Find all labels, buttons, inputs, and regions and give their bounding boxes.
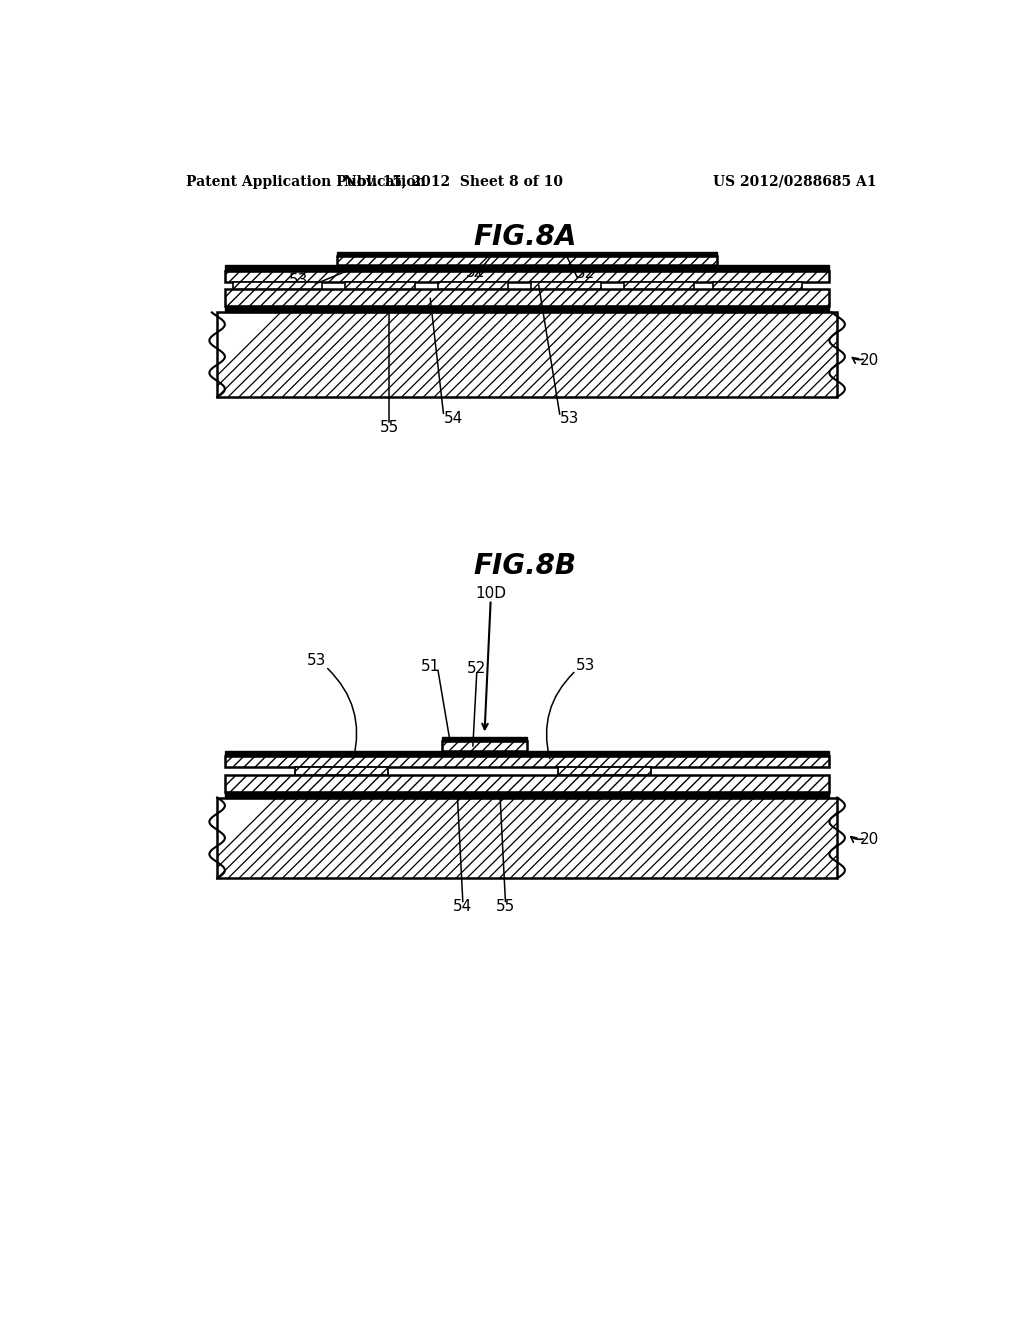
Bar (345, 281, 415, 289)
Text: US 2012/0288685 A1: US 2012/0288685 A1 (713, 174, 877, 189)
Bar (225, 756, 829, 767)
Text: 53: 53 (575, 657, 595, 673)
Text: Patent Application Publication: Patent Application Publication (186, 174, 426, 189)
Text: 53: 53 (289, 272, 308, 288)
Text: FIG.8A: FIG.8A (473, 223, 577, 251)
Bar (337, 252, 717, 256)
Bar (217, 797, 838, 878)
Bar (225, 265, 829, 271)
Bar (713, 281, 802, 289)
Text: 51: 51 (466, 265, 484, 280)
Bar (558, 767, 651, 775)
Text: 52: 52 (467, 660, 486, 676)
Text: 20: 20 (860, 833, 880, 847)
Bar (225, 289, 829, 306)
Bar (295, 767, 388, 775)
Bar (337, 256, 717, 265)
Bar (624, 281, 693, 289)
Bar (442, 738, 527, 741)
Bar (225, 306, 829, 313)
Text: FIG.8B: FIG.8B (473, 553, 577, 581)
Text: 54: 54 (454, 899, 472, 915)
Bar (438, 281, 508, 289)
Text: 55: 55 (496, 899, 515, 915)
Text: 52: 52 (575, 267, 595, 281)
Text: 53: 53 (306, 653, 326, 668)
Bar (232, 281, 322, 289)
Bar (442, 741, 527, 751)
Bar (225, 775, 829, 792)
Text: 51: 51 (421, 659, 440, 675)
Bar (217, 313, 838, 397)
Bar (225, 751, 829, 756)
Text: 20: 20 (860, 352, 880, 368)
Bar (531, 281, 601, 289)
Text: Nov. 15, 2012  Sheet 8 of 10: Nov. 15, 2012 Sheet 8 of 10 (344, 174, 563, 189)
Bar (225, 271, 829, 281)
Text: 54: 54 (443, 411, 463, 426)
Text: 10C: 10C (403, 255, 433, 269)
Text: 10D: 10D (475, 586, 506, 601)
Text: 53: 53 (560, 411, 580, 426)
Bar (225, 792, 829, 797)
Text: 55: 55 (380, 420, 398, 436)
